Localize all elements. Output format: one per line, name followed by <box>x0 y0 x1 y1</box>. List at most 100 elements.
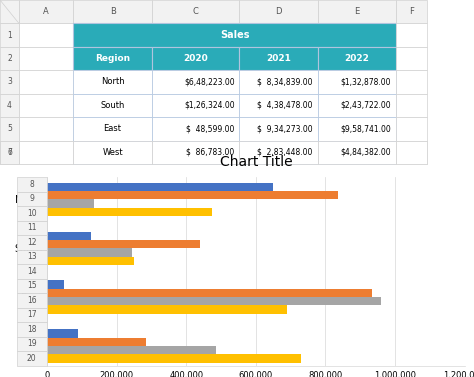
Bar <box>17 279 47 293</box>
Text: A: A <box>43 7 49 16</box>
Bar <box>47 305 287 314</box>
Bar <box>47 338 146 346</box>
Bar <box>17 293 47 308</box>
Bar <box>47 208 212 216</box>
Text: $1,26,324.00: $1,26,324.00 <box>184 101 235 110</box>
Bar <box>239 117 318 141</box>
Bar <box>396 0 427 23</box>
Text: $9,58,741.00: $9,58,741.00 <box>340 124 391 133</box>
Bar <box>17 221 47 235</box>
Text: 7: 7 <box>7 148 12 157</box>
Text: $4,84,382.00: $4,84,382.00 <box>340 148 391 157</box>
Bar <box>0 0 19 23</box>
Text: 18: 18 <box>27 325 36 334</box>
Bar <box>396 70 427 94</box>
Text: $  8,34,839.00: $ 8,34,839.00 <box>257 78 313 86</box>
Bar <box>47 240 200 248</box>
Bar <box>17 264 47 279</box>
Text: F: F <box>409 7 414 16</box>
Text: 20: 20 <box>27 354 36 363</box>
Bar <box>0 47 19 70</box>
Bar <box>152 141 239 164</box>
Bar <box>19 70 73 94</box>
Text: 10: 10 <box>27 209 36 218</box>
Text: $1,32,878.00: $1,32,878.00 <box>340 78 391 86</box>
Text: 13: 13 <box>27 253 36 261</box>
Bar <box>396 141 427 164</box>
Bar <box>19 23 73 47</box>
Bar <box>152 141 239 164</box>
Text: 8: 8 <box>29 180 34 189</box>
Text: East: East <box>104 124 121 133</box>
Bar <box>73 47 152 70</box>
Text: North: North <box>101 78 124 86</box>
Bar <box>318 70 396 94</box>
Bar <box>396 94 427 117</box>
Text: 12: 12 <box>27 238 36 247</box>
Text: 6: 6 <box>7 148 12 157</box>
Bar <box>17 235 47 250</box>
Text: $2,43,722.00: $2,43,722.00 <box>340 101 391 110</box>
Bar <box>152 70 239 94</box>
Bar <box>47 183 273 191</box>
Text: $  2,83,448.00: $ 2,83,448.00 <box>257 148 313 157</box>
Bar <box>47 191 337 199</box>
Text: $6,48,223.00: $6,48,223.00 <box>184 78 235 86</box>
Bar <box>19 94 73 117</box>
Bar <box>152 94 239 117</box>
Text: 9: 9 <box>29 195 34 204</box>
Text: C: C <box>192 7 199 16</box>
Text: Region: Region <box>95 54 130 63</box>
Text: 14: 14 <box>27 267 36 276</box>
Bar <box>17 192 47 206</box>
Bar <box>239 70 318 94</box>
Bar <box>47 329 78 338</box>
Text: 19: 19 <box>27 339 36 348</box>
Text: 4: 4 <box>7 101 12 110</box>
Bar <box>47 354 301 363</box>
Bar <box>318 47 396 70</box>
Bar <box>17 351 47 366</box>
Bar <box>19 141 73 164</box>
Bar <box>17 250 47 264</box>
Bar <box>47 289 372 297</box>
Text: $  86,783.00: $ 86,783.00 <box>186 148 235 157</box>
Text: $  9,34,273.00: $ 9,34,273.00 <box>257 124 313 133</box>
Bar <box>73 94 152 117</box>
Bar <box>17 177 47 192</box>
Bar <box>239 94 318 117</box>
Text: 5: 5 <box>7 124 12 133</box>
Bar <box>239 47 318 70</box>
Bar <box>47 248 132 256</box>
Text: $  4,38,478.00: $ 4,38,478.00 <box>257 101 313 110</box>
Bar <box>17 308 47 322</box>
Text: West: West <box>102 148 123 157</box>
Bar <box>73 0 152 23</box>
Bar <box>0 117 19 141</box>
Bar <box>47 346 216 354</box>
Bar <box>0 70 19 94</box>
Bar <box>73 141 152 164</box>
Bar <box>0 141 19 164</box>
Bar <box>239 141 318 164</box>
Text: D: D <box>275 7 282 16</box>
Bar <box>73 141 152 164</box>
Bar <box>318 0 396 23</box>
Bar <box>318 117 396 141</box>
Bar <box>0 23 19 47</box>
Bar <box>17 322 47 337</box>
Text: B: B <box>109 7 116 16</box>
Bar <box>47 231 91 240</box>
Text: 2022: 2022 <box>344 54 369 63</box>
Text: E: E <box>354 7 359 16</box>
Bar <box>0 141 19 164</box>
Bar <box>73 70 152 94</box>
Bar <box>47 297 381 305</box>
Bar <box>19 141 73 164</box>
Text: 17: 17 <box>27 310 36 319</box>
Text: 15: 15 <box>27 282 36 290</box>
Text: 2021: 2021 <box>266 54 291 63</box>
Bar <box>47 256 134 265</box>
Text: $  48,599.00: $ 48,599.00 <box>186 124 235 133</box>
Bar <box>17 337 47 351</box>
